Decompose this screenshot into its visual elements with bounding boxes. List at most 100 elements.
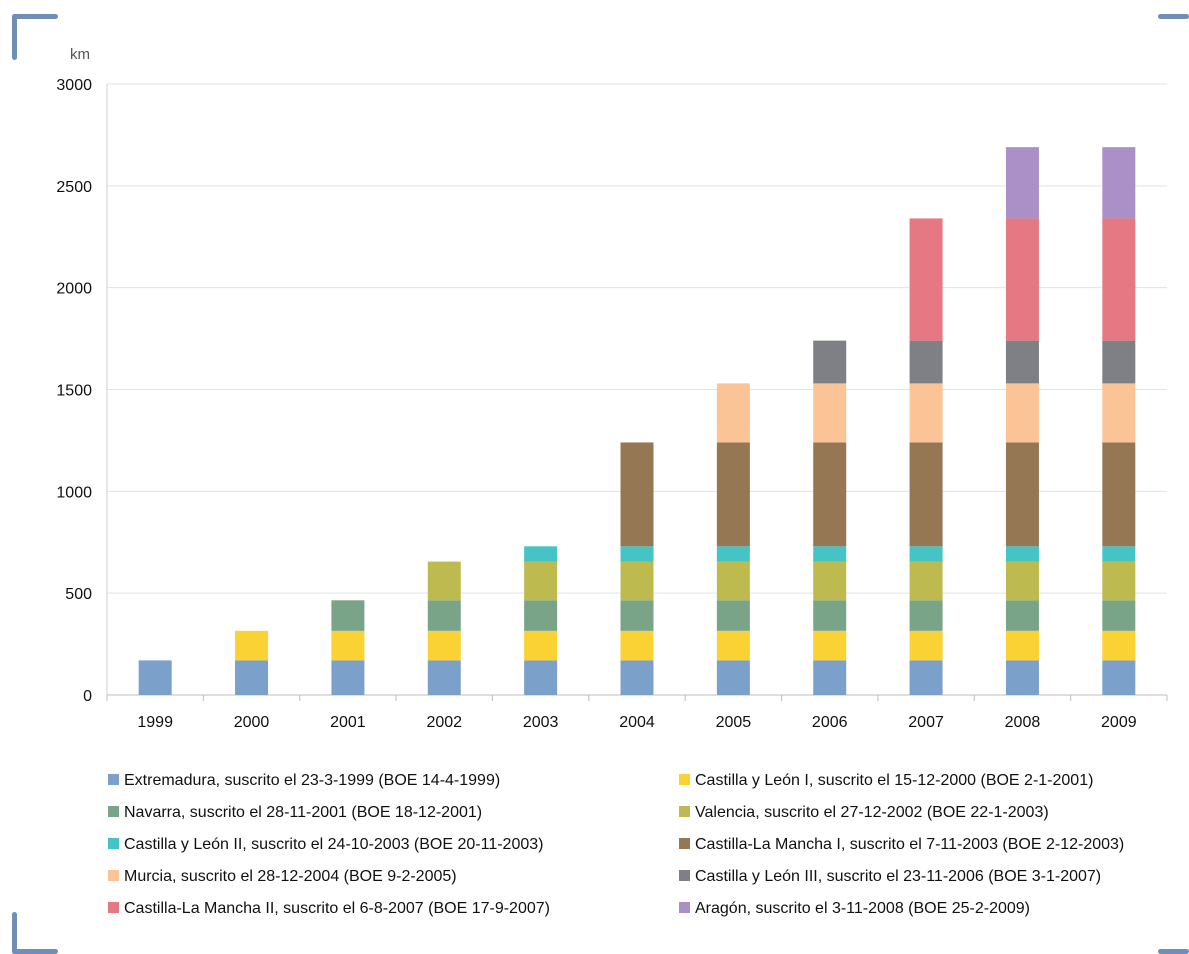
bar-segment	[620, 546, 654, 562]
bar-segment	[1005, 660, 1039, 695]
legend-swatch	[679, 902, 690, 913]
legend-label: Castilla-La Mancha II, suscrito el 6-8-2…	[124, 900, 550, 917]
legend-swatch	[679, 838, 690, 849]
bar-segment	[1005, 561, 1039, 601]
y-tick-label: 1500	[56, 383, 92, 400]
bar-segment	[1102, 147, 1136, 219]
bar-segment	[813, 660, 847, 695]
x-tick-label: 2009	[1101, 714, 1137, 731]
bar-segment	[1005, 442, 1039, 547]
bar-segment	[524, 660, 558, 695]
bar-segment	[909, 561, 943, 601]
legend-label: Aragón, suscrito el 3-11-2008 (BOE 25-2-…	[695, 900, 1030, 917]
bar-segment	[620, 442, 654, 547]
bar-segment	[138, 660, 172, 695]
corner-top-left-vertical	[12, 14, 17, 60]
legend-swatch	[679, 806, 690, 817]
bar-segment	[716, 600, 750, 631]
bar-segment	[909, 660, 943, 695]
bar-segment	[524, 546, 558, 562]
bar-segment	[813, 340, 847, 384]
legend-label: Navarra, suscrito el 28-11-2001 (BOE 18-…	[124, 804, 483, 821]
bar-segment	[813, 561, 847, 601]
bar-segment	[1102, 546, 1136, 562]
y-tick-label: 500	[65, 586, 92, 603]
bar-segment	[524, 630, 558, 661]
bar-segment	[620, 630, 654, 661]
bar-segment	[1102, 600, 1136, 631]
bar-segment	[716, 630, 750, 661]
bar-segment	[331, 630, 365, 661]
legend-swatch	[108, 806, 119, 817]
x-tick-label: 2000	[234, 714, 270, 731]
bar-segment	[716, 383, 750, 443]
bar-segment	[1005, 340, 1039, 384]
legend-swatch	[679, 870, 690, 881]
x-tick-label: 2007	[908, 714, 944, 731]
bar-segment	[813, 600, 847, 631]
bar-segment	[909, 546, 943, 562]
bar-segment	[1102, 218, 1136, 341]
bar-segment	[813, 546, 847, 562]
legend-label: Murcia, suscrito el 28-12-2004 (BOE 9-2-…	[124, 868, 457, 885]
legend-item: Castilla y León II, suscrito el 24-10-20…	[108, 836, 543, 854]
bar-segment	[1102, 340, 1136, 384]
bar-segment	[909, 383, 943, 443]
bar-segment	[1102, 561, 1136, 601]
legend-swatch	[108, 902, 119, 913]
bar-segment	[1102, 630, 1136, 661]
bar-segment	[909, 340, 943, 384]
bar-segment	[427, 600, 461, 631]
bar-segment	[1005, 600, 1039, 631]
bar-segment	[235, 630, 269, 661]
legend-label: Extremadura, suscrito el 23-3-1999 (BOE …	[124, 772, 501, 789]
x-tick-label: 1999	[137, 714, 173, 731]
legend-item: Murcia, suscrito el 28-12-2004 (BOE 9-2-…	[108, 868, 457, 886]
bar-segment	[524, 561, 558, 601]
bar-segment	[909, 630, 943, 661]
legend-swatch	[108, 870, 119, 881]
bar-segment	[909, 600, 943, 631]
y-tick-label: 1000	[56, 484, 92, 501]
legend-item: Castilla-La Mancha I, suscrito el 7-11-2…	[679, 836, 1124, 854]
y-axis-unit-label: km	[70, 46, 90, 63]
legend-item: Castilla-La Mancha II, suscrito el 6-8-2…	[108, 900, 550, 918]
bar-segment	[235, 660, 269, 695]
bar-segment	[620, 600, 654, 631]
legend-item: Castilla y León I, suscrito el 15-12-200…	[679, 772, 1093, 790]
bar-segment	[1102, 660, 1136, 695]
legend-swatch	[679, 774, 690, 785]
legend-item: Extremadura, suscrito el 23-3-1999 (BOE …	[108, 772, 500, 790]
bar-segment	[620, 660, 654, 695]
x-tick-label: 2005	[716, 714, 752, 731]
bar-segment	[813, 630, 847, 661]
corner-bottom-left-horizontal	[12, 949, 58, 954]
bar-segment	[1102, 383, 1136, 443]
y-tick-label: 0	[83, 688, 92, 705]
bar-segment	[813, 383, 847, 443]
bar-segment	[909, 442, 943, 547]
bar-segment	[909, 218, 943, 341]
bar-segment	[1005, 630, 1039, 661]
bar-segment	[427, 630, 461, 661]
legend-label: Valencia, suscrito el 27-12-2002 (BOE 22…	[695, 804, 1049, 821]
bar-segment	[716, 546, 750, 562]
x-tick-label: 2006	[812, 714, 848, 731]
legend-swatch	[108, 774, 119, 785]
bar-segment	[620, 561, 654, 601]
stacked-bar-chart: 0 500 1000 1500 2000 2500 3000 1999 2000 2001 2002…	[56, 77, 1168, 731]
bar-segment	[524, 600, 558, 631]
x-tick-label: 2008	[1005, 714, 1041, 731]
bar-segment	[1005, 147, 1039, 219]
legend-item: Castilla y León III, suscrito el 23-11-2…	[679, 868, 1101, 886]
bar-segment	[427, 561, 461, 601]
corner-top-right-horizontal	[1158, 14, 1189, 19]
x-tick-label: 2004	[619, 714, 655, 731]
bar-segment	[1005, 546, 1039, 562]
legend-item: Navarra, suscrito el 28-11-2001 (BOE 18-…	[108, 804, 482, 822]
y-tick-label: 2000	[56, 281, 92, 298]
x-tick-label: 2001	[330, 714, 366, 731]
legend-label: Castilla-La Mancha I, suscrito el 7-11-2…	[695, 836, 1125, 853]
bar-segment	[1102, 442, 1136, 547]
legend-label: Castilla y León III, suscrito el 23-11-2…	[695, 868, 1102, 885]
